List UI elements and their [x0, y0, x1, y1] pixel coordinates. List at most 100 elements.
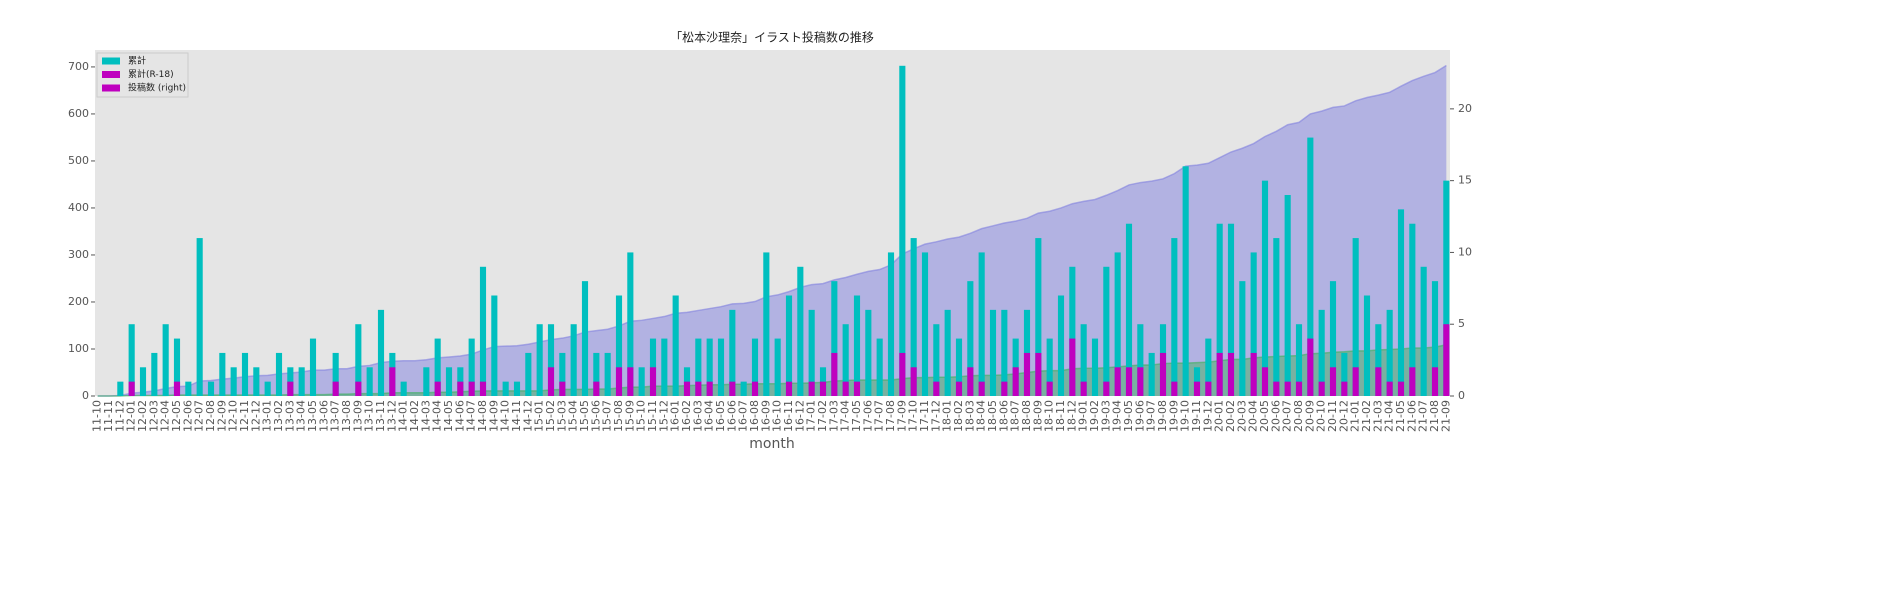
bar [1397, 209, 1405, 396]
x-tick-label: 14-03 [419, 400, 432, 432]
bar [1239, 281, 1246, 396]
bar [1171, 381, 1178, 396]
bar [468, 338, 475, 396]
bar [1250, 252, 1257, 396]
x-tick-label: 15-02 [544, 400, 557, 432]
x-tick-label: 19-05 [1122, 400, 1135, 432]
bar [887, 252, 895, 396]
bar [785, 295, 793, 396]
bar [933, 381, 940, 396]
bar [831, 281, 838, 396]
x-tick-label: 21-03 [1371, 400, 1384, 432]
bar [332, 352, 339, 396]
bar [1431, 367, 1439, 396]
bar [910, 367, 917, 396]
x-tick-label: 17-02 [816, 400, 829, 432]
x-tick-label: 16-06 [725, 400, 738, 432]
x-tick-label: 16-07 [737, 400, 750, 432]
x-tick-label: 15-12 [657, 400, 670, 432]
bar [1329, 281, 1337, 396]
x-tick-label: 16-08 [748, 400, 761, 432]
bar [423, 367, 430, 396]
bar [445, 367, 453, 396]
bar [695, 338, 702, 396]
x-tick-label: 19-02 [1088, 400, 1101, 432]
y-tick-label: 600 [68, 107, 89, 120]
x-tick-label: 18-05 [986, 400, 999, 432]
x-tick-label: 20-04 [1247, 400, 1260, 432]
bar [1273, 238, 1280, 396]
bar [751, 381, 759, 396]
bar [1159, 352, 1167, 396]
x-tick-label: 13-11 [374, 400, 387, 432]
bar [1363, 295, 1371, 396]
x-tick-label: 17-05 [850, 400, 863, 432]
x-tick-label: 12-06 [181, 400, 194, 432]
bar [695, 381, 702, 396]
bar [1375, 367, 1382, 396]
bar [457, 381, 464, 396]
x-tick-label: 15-04 [567, 400, 580, 432]
bar [1284, 195, 1291, 396]
bar [219, 352, 226, 396]
bar [173, 381, 181, 396]
x-tick-label: 13-10 [363, 400, 376, 432]
x-tick-label: 16-10 [771, 400, 784, 432]
x-tick-label: 13-08 [340, 400, 353, 432]
bar [1080, 324, 1087, 396]
x-tick-label: 15-08 [612, 400, 625, 432]
bar [1069, 338, 1076, 396]
bar [309, 338, 317, 396]
x-tick-label: 12-01 [125, 400, 138, 432]
bar [831, 352, 838, 396]
bar [921, 252, 929, 396]
x-tick-label: 15-09 [623, 400, 636, 432]
y-tick-label: 400 [68, 201, 89, 214]
bar [1125, 223, 1133, 396]
x-tick-label: 12-08 [204, 400, 217, 432]
bar [377, 309, 385, 396]
bar [740, 381, 747, 396]
x-tick-label: 18-07 [1009, 400, 1022, 432]
bar [729, 309, 736, 396]
x-tick-label: 21-04 [1383, 400, 1396, 432]
x-tick-label: 11-10 [91, 400, 104, 432]
x-tick-label: 16-12 [793, 400, 806, 432]
bar [1375, 324, 1382, 396]
x-tick-label: 13-01 [261, 400, 274, 432]
bar [1352, 367, 1359, 396]
x-tick-label: 13-05 [306, 400, 319, 432]
bar [1023, 352, 1031, 396]
bar [468, 381, 475, 396]
x-tick-label: 13-03 [283, 400, 296, 432]
bar [774, 338, 781, 396]
x-tick-label: 12-04 [159, 400, 172, 432]
bar [275, 352, 283, 396]
y-tick-label: 200 [68, 295, 89, 308]
x-tick-label: 16-01 [669, 400, 682, 432]
x-tick-label: 20-03 [1235, 400, 1248, 432]
bar [808, 309, 815, 396]
bar [683, 381, 691, 396]
bar [570, 324, 577, 396]
bar [1035, 352, 1042, 396]
x-tick-label: 18-04 [975, 400, 988, 432]
x-tick-label: 19-08 [1156, 400, 1169, 432]
bar [253, 367, 260, 396]
bar [389, 367, 396, 396]
bar [1261, 180, 1269, 396]
bar [536, 324, 543, 396]
x-tick-label: 13-02 [272, 400, 285, 432]
bar [615, 367, 623, 396]
x-tick-label: 18-09 [1031, 400, 1044, 432]
y-tick-label: 300 [68, 248, 89, 261]
bar [162, 324, 169, 396]
bar [151, 352, 158, 396]
x-tick-label: 20-11 [1326, 400, 1339, 432]
bar [933, 324, 940, 396]
x-tick-label: 18-01 [941, 400, 954, 432]
x-tick-label: 18-12 [1065, 400, 1078, 432]
bar [525, 352, 532, 396]
x-tick-label: 12-11 [238, 400, 251, 432]
y2-tick-label: 5 [1458, 317, 1465, 330]
